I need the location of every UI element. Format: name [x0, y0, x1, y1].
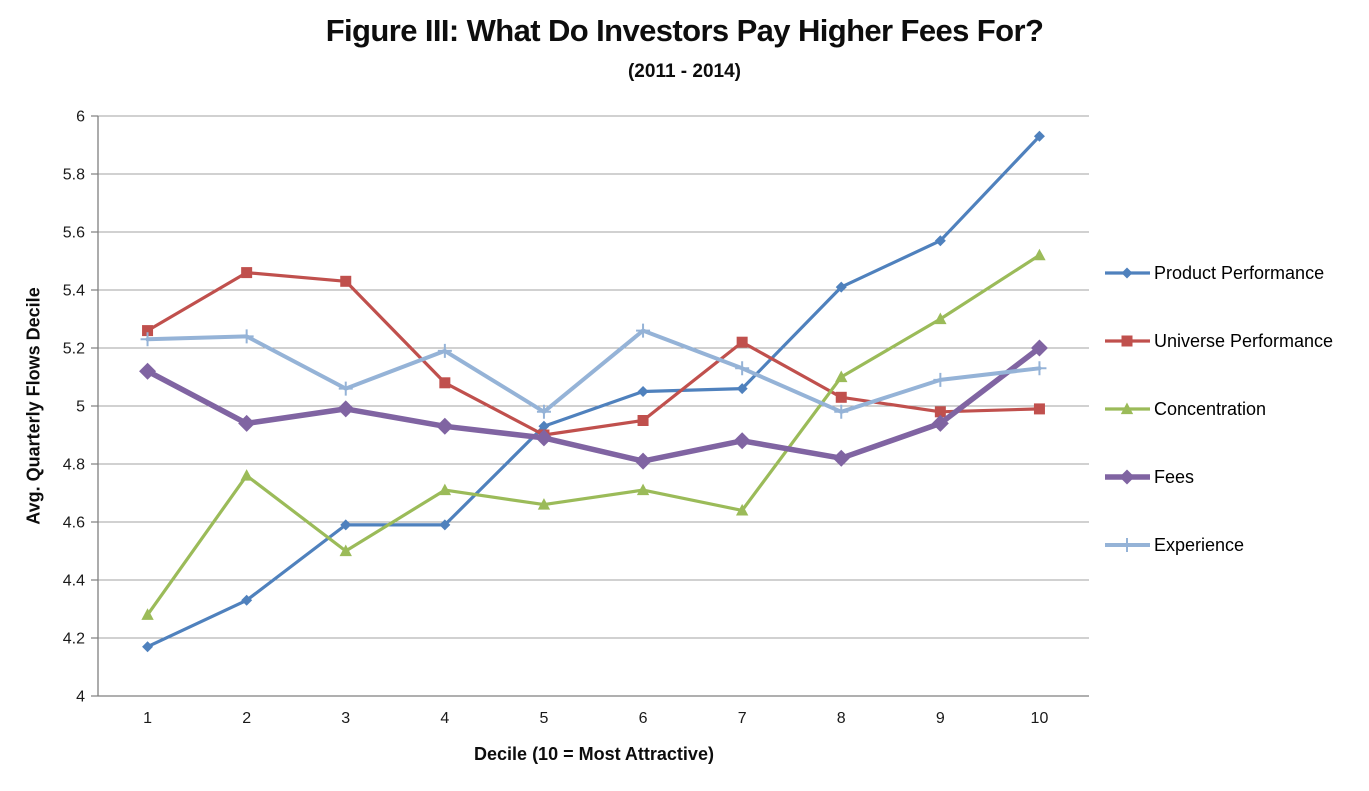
y-tick-label: 5.4 — [63, 283, 85, 300]
y-tick-label: 4 — [76, 689, 85, 706]
marker-diamond — [736, 383, 748, 395]
marker-diamond — [238, 414, 256, 432]
marker-plus — [437, 343, 452, 358]
chart-title: Figure III: What Do Investors Pay Higher… — [325, 13, 1044, 48]
x-tick-label: 1 — [143, 710, 152, 727]
marker-square — [934, 406, 946, 418]
series-line — [145, 253, 1042, 617]
x-tick-label: 4 — [440, 710, 449, 727]
marker-square — [736, 336, 748, 348]
marker-square — [439, 377, 451, 389]
marker-diamond — [439, 519, 451, 531]
marker-diamond — [1033, 130, 1045, 142]
marker-plus — [636, 323, 651, 338]
marker-plus — [239, 329, 254, 344]
marker-diamond — [832, 449, 850, 467]
marker-square — [142, 325, 154, 337]
marker-diamond — [340, 519, 352, 531]
y-tick-label: 5.2 — [63, 341, 85, 358]
series-line — [145, 328, 1042, 414]
series-line — [144, 345, 1043, 464]
y-tick-label: 4.2 — [63, 631, 85, 648]
series-line — [145, 271, 1042, 437]
marker-triangle — [735, 503, 749, 516]
marker-triangle — [141, 608, 154, 620]
series-line — [145, 134, 1042, 649]
marker-plus — [1032, 361, 1047, 376]
marker-diamond — [934, 235, 946, 247]
y-tick-label: 6 — [76, 109, 85, 126]
x-tick-label: 2 — [242, 710, 251, 727]
marker-diamond — [1030, 339, 1048, 357]
marker-diamond — [637, 386, 649, 397]
marker-plus — [140, 332, 155, 347]
marker-square — [637, 415, 649, 426]
chart-subtitle: (2011 - 2014) — [627, 61, 742, 82]
marker-diamond — [835, 281, 847, 293]
marker-diamond — [139, 362, 157, 380]
marker-triangle — [934, 312, 947, 325]
marker-triangle — [1033, 248, 1046, 261]
y-tick-label: 5.8 — [63, 167, 85, 184]
marker-square — [340, 275, 352, 287]
marker-diamond — [241, 594, 253, 606]
marker-plus — [933, 372, 948, 387]
marker-diamond — [538, 420, 550, 432]
y-tick-label: 5.6 — [63, 225, 85, 242]
marker-triangle — [636, 483, 650, 496]
marker-square — [1033, 403, 1045, 415]
x-tick-label: 3 — [341, 710, 350, 727]
marker-square — [835, 391, 847, 403]
marker-diamond — [733, 432, 751, 450]
marker-triangle — [339, 544, 352, 557]
x-axis-title: Decile (10 = Most Attractive) — [474, 744, 714, 764]
marker-triangle — [240, 469, 253, 481]
marker-triangle — [835, 370, 848, 383]
y-tick-label: 4.8 — [63, 457, 85, 474]
marker-triangle — [438, 483, 452, 496]
marker-plus — [834, 404, 849, 419]
marker-diamond — [535, 429, 553, 447]
y-tick-label: 4.4 — [63, 573, 85, 590]
marker-triangle — [537, 498, 551, 510]
y-tick-label: 4.6 — [63, 515, 85, 532]
x-tick-label: 8 — [837, 710, 846, 727]
marker-diamond — [634, 452, 652, 470]
x-tick-label: 9 — [936, 710, 945, 727]
marker-diamond — [931, 414, 949, 432]
marker-diamond — [337, 400, 355, 418]
marker-diamond — [142, 641, 154, 653]
x-tick-label: 7 — [738, 710, 747, 727]
marker-plus — [536, 404, 551, 419]
x-tick-label: 5 — [539, 710, 548, 727]
marker-plus — [735, 361, 750, 376]
marker-square — [241, 267, 253, 279]
marker-diamond — [436, 417, 454, 435]
y-tick-label: 5 — [76, 399, 85, 416]
x-tick-label: 6 — [639, 710, 648, 727]
marker-plus — [338, 381, 353, 396]
x-tick-label: 10 — [1031, 710, 1049, 727]
